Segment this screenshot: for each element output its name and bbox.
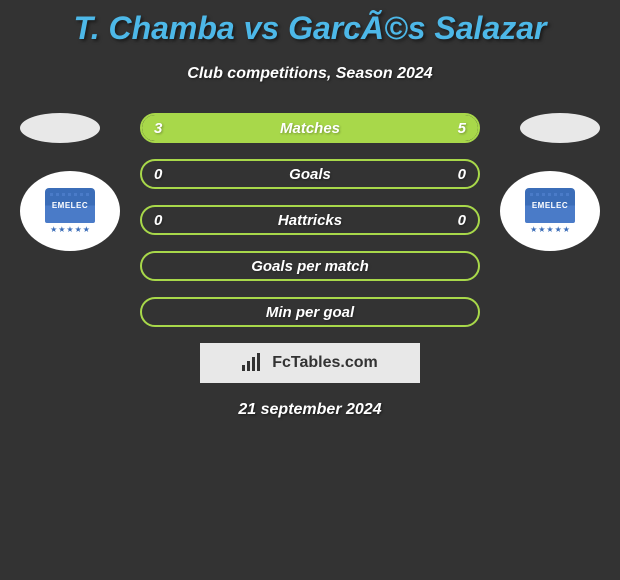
stat-label: Goals per match — [251, 258, 369, 275]
stat-row-goals: 0 Goals 0 — [140, 159, 480, 189]
comparison-content: EMELEC ★★★★★ EMELEC ★★★★★ 3 Matches 5 0 … — [0, 113, 620, 419]
club-name-text: EMELEC — [532, 201, 568, 210]
comparison-title: T. Chamba vs GarcÃ©s Salazar — [0, 0, 620, 47]
stat-value-left: 3 — [154, 120, 162, 137]
snapshot-date: 21 september 2024 — [0, 401, 620, 419]
stat-value-right: 0 — [458, 166, 466, 183]
stat-row-goals-per-match: Goals per match — [140, 251, 480, 281]
logo-text: FcTables.com — [272, 354, 378, 372]
stat-value-left: 0 — [154, 166, 162, 183]
player-photo-right — [520, 113, 600, 143]
stat-value-right: 0 — [458, 212, 466, 229]
stat-rows-container: 3 Matches 5 0 Goals 0 0 Hattricks 0 Goal… — [140, 113, 480, 327]
club-shield-icon: EMELEC — [45, 188, 95, 223]
stat-label: Hattricks — [278, 212, 342, 229]
stat-row-matches: 3 Matches 5 — [140, 113, 480, 143]
stat-value-left: 0 — [154, 212, 162, 229]
club-stars-icon: ★★★★★ — [530, 225, 570, 234]
chart-icon — [242, 353, 266, 373]
stat-value-right: 5 — [458, 120, 466, 137]
stat-label: Goals — [289, 166, 331, 183]
club-badge-right: EMELEC ★★★★★ — [500, 171, 600, 251]
stat-label: Matches — [280, 120, 340, 137]
club-shield-icon: EMELEC — [525, 188, 575, 223]
club-name-text: EMELEC — [52, 201, 88, 210]
club-stars-icon: ★★★★★ — [50, 225, 90, 234]
stat-row-min-per-goal: Min per goal — [140, 297, 480, 327]
source-logo[interactable]: FcTables.com — [200, 343, 420, 383]
player-photo-left — [20, 113, 100, 143]
stat-label: Min per goal — [266, 304, 354, 321]
club-badge-left: EMELEC ★★★★★ — [20, 171, 120, 251]
stat-row-hattricks: 0 Hattricks 0 — [140, 205, 480, 235]
competition-subtitle: Club competitions, Season 2024 — [0, 65, 620, 83]
